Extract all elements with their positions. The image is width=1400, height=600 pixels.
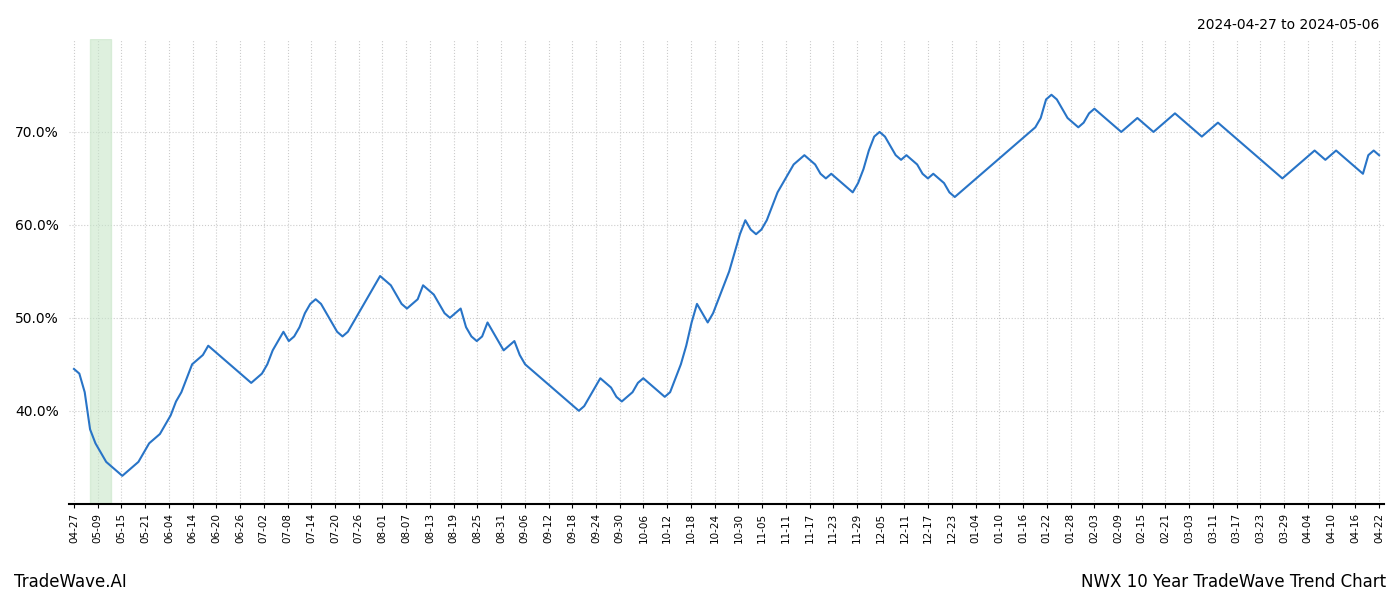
Text: NWX 10 Year TradeWave Trend Chart: NWX 10 Year TradeWave Trend Chart — [1081, 573, 1386, 591]
Bar — [90, 39, 111, 504]
Text: TradeWave.AI: TradeWave.AI — [14, 573, 127, 591]
Text: 2024-04-27 to 2024-05-06: 2024-04-27 to 2024-05-06 — [1197, 18, 1379, 32]
